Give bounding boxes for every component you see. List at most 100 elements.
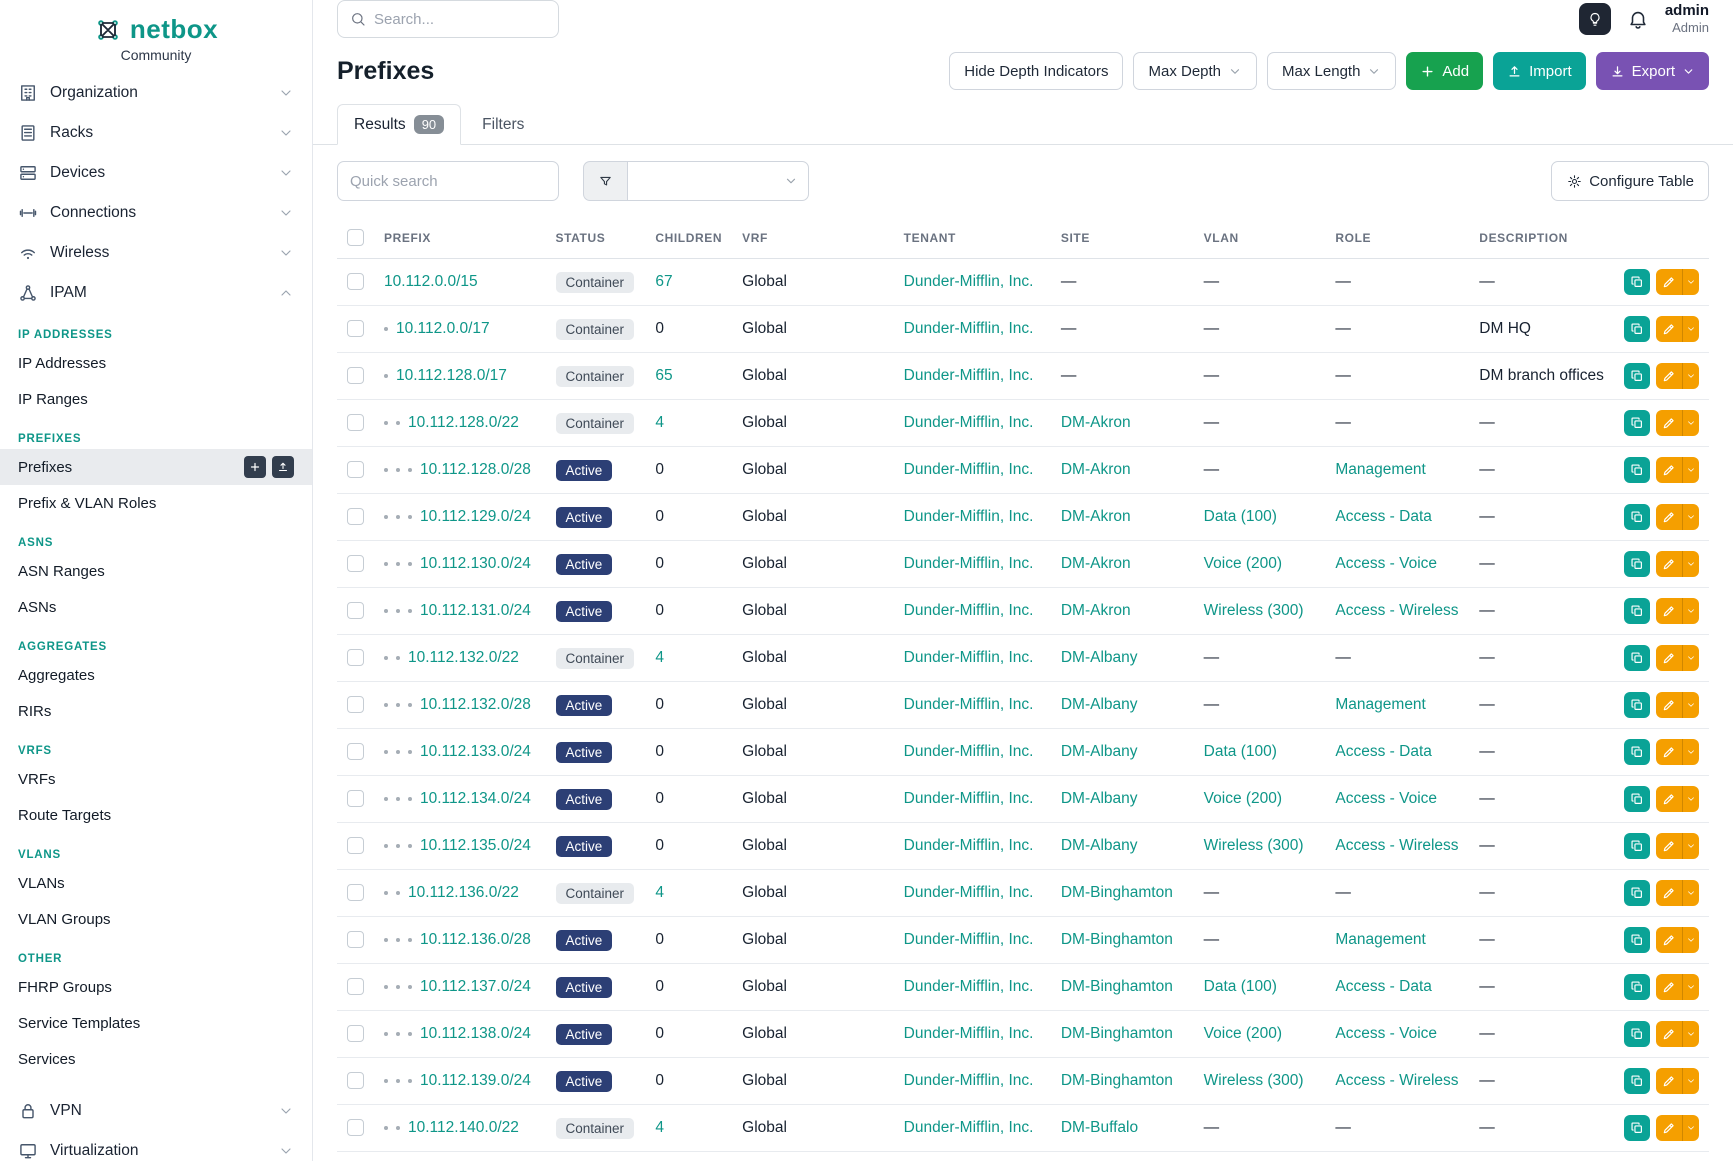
- row-checkbox[interactable]: [347, 790, 364, 808]
- edit-button[interactable]: [1656, 410, 1682, 436]
- vlan-link[interactable]: Wireless (300): [1203, 1072, 1304, 1089]
- sidebar-item-ip-ranges[interactable]: IP Ranges: [18, 390, 88, 408]
- site-link[interactable]: DM-Albany: [1060, 649, 1138, 666]
- edit-dropdown-button[interactable]: [1682, 1021, 1699, 1047]
- clone-button[interactable]: [1624, 880, 1650, 906]
- tenant-link[interactable]: Dunder-Mifflin, Inc.: [903, 649, 1034, 666]
- site-link[interactable]: DM-Akron: [1060, 461, 1131, 478]
- sidebar-item-aggregates[interactable]: Aggregates: [18, 666, 95, 684]
- tenant-link[interactable]: Dunder-Mifflin, Inc.: [903, 884, 1034, 901]
- tenant-link[interactable]: Dunder-Mifflin, Inc.: [903, 414, 1034, 431]
- edit-button[interactable]: [1656, 457, 1682, 483]
- row-checkbox[interactable]: [347, 602, 364, 620]
- children-count-link[interactable]: 4: [655, 1119, 664, 1136]
- prefix-link[interactable]: 10.112.137.0/24: [420, 978, 531, 995]
- clone-button[interactable]: [1624, 833, 1650, 859]
- sidebar-item-devices[interactable]: Devices: [0, 153, 312, 193]
- edit-button[interactable]: [1656, 645, 1682, 671]
- role-link[interactable]: Access - Wireless: [1335, 602, 1459, 619]
- tenant-link[interactable]: Dunder-Mifflin, Inc.: [903, 461, 1034, 478]
- sidebar-item-organization[interactable]: Organization: [0, 73, 312, 113]
- tenant-link[interactable]: Dunder-Mifflin, Inc.: [903, 837, 1034, 854]
- edit-dropdown-button[interactable]: [1682, 645, 1699, 671]
- row-checkbox[interactable]: [347, 696, 364, 714]
- sidebar-item-vrfs[interactable]: VRFs: [18, 770, 56, 788]
- vlan-link[interactable]: Wireless (300): [1203, 602, 1304, 619]
- edit-button[interactable]: [1656, 739, 1682, 765]
- column-header-vrf[interactable]: VRF: [732, 217, 894, 259]
- row-checkbox[interactable]: [347, 320, 364, 338]
- row-checkbox[interactable]: [347, 461, 364, 479]
- sidebar-item-asns[interactable]: ASNs: [18, 598, 57, 616]
- row-checkbox[interactable]: [347, 273, 364, 291]
- role-link[interactable]: Access - Data: [1335, 978, 1432, 995]
- role-link[interactable]: Access - Voice: [1335, 1025, 1438, 1042]
- hide-depth-indicators-button[interactable]: Hide Depth Indicators: [949, 52, 1124, 90]
- tenant-link[interactable]: Dunder-Mifflin, Inc.: [903, 696, 1034, 713]
- row-checkbox[interactable]: [347, 649, 364, 667]
- site-link[interactable]: DM-Akron: [1060, 555, 1131, 572]
- global-search[interactable]: [337, 0, 559, 38]
- sidebar-item-racks[interactable]: Racks: [0, 113, 312, 153]
- sidebar-item-virtualization[interactable]: Virtualization: [0, 1131, 312, 1161]
- clone-button[interactable]: [1624, 786, 1650, 812]
- tenant-link[interactable]: Dunder-Mifflin, Inc.: [903, 790, 1034, 807]
- max-depth-dropdown[interactable]: Max Depth: [1133, 52, 1258, 90]
- edit-button[interactable]: [1656, 363, 1682, 389]
- sidebar-item-ip-addresses[interactable]: IP Addresses: [18, 354, 107, 372]
- role-link[interactable]: Access - Voice: [1335, 555, 1438, 572]
- column-header-status[interactable]: STATUS: [545, 217, 646, 259]
- sidebar-item-asn-ranges[interactable]: ASN Ranges: [18, 562, 105, 580]
- prefix-link[interactable]: 10.112.0.0/17: [396, 320, 490, 337]
- sidebar-item-vpn[interactable]: VPN: [0, 1091, 312, 1131]
- edit-button[interactable]: [1656, 692, 1682, 718]
- quick-add-button[interactable]: [244, 456, 266, 478]
- role-link[interactable]: Management: [1335, 931, 1426, 948]
- bell-icon[interactable]: [1627, 8, 1649, 30]
- children-count-link[interactable]: 65: [655, 367, 673, 384]
- prefix-link[interactable]: 10.112.131.0/24: [420, 602, 531, 619]
- row-checkbox[interactable]: [347, 367, 364, 385]
- row-checkbox[interactable]: [347, 1119, 364, 1137]
- clone-button[interactable]: [1624, 692, 1650, 718]
- prefix-link[interactable]: 10.112.136.0/22: [408, 884, 519, 901]
- prefix-link[interactable]: 10.112.0.0/15: [384, 273, 478, 290]
- prefix-link[interactable]: 10.112.134.0/24: [420, 790, 531, 807]
- quick-search-input[interactable]: [337, 161, 559, 201]
- role-link[interactable]: Access - Data: [1335, 508, 1432, 525]
- row-checkbox[interactable]: [347, 743, 364, 761]
- site-link[interactable]: DM-Binghamton: [1060, 978, 1173, 995]
- role-link[interactable]: Access - Wireless: [1335, 1072, 1459, 1089]
- edit-button[interactable]: [1656, 504, 1682, 530]
- row-checkbox[interactable]: [347, 978, 364, 996]
- clone-button[interactable]: [1624, 363, 1650, 389]
- tenant-link[interactable]: Dunder-Mifflin, Inc.: [903, 367, 1034, 384]
- site-link[interactable]: DM-Akron: [1060, 508, 1131, 525]
- sidebar-item-wireless[interactable]: Wireless: [0, 233, 312, 273]
- clone-button[interactable]: [1624, 457, 1650, 483]
- edit-dropdown-button[interactable]: [1682, 551, 1699, 577]
- role-link[interactable]: Management: [1335, 696, 1426, 713]
- sidebar-item-fhrp-groups[interactable]: FHRP Groups: [18, 978, 112, 996]
- edit-dropdown-button[interactable]: [1682, 1068, 1699, 1094]
- sidebar-item-ipam[interactable]: IPAM: [0, 273, 312, 313]
- max-length-dropdown[interactable]: Max Length: [1267, 52, 1397, 90]
- tenant-link[interactable]: Dunder-Mifflin, Inc.: [903, 1025, 1034, 1042]
- role-link[interactable]: Access - Voice: [1335, 790, 1438, 807]
- prefix-link[interactable]: 10.112.128.0/17: [396, 367, 507, 384]
- prefix-link[interactable]: 10.112.135.0/24: [420, 837, 531, 854]
- tenant-link[interactable]: Dunder-Mifflin, Inc.: [903, 555, 1034, 572]
- prefix-link[interactable]: 10.112.128.0/28: [420, 461, 531, 478]
- prefix-link[interactable]: 10.112.139.0/24: [420, 1072, 531, 1089]
- prefix-link[interactable]: 10.112.136.0/28: [420, 931, 531, 948]
- edit-button[interactable]: [1656, 1068, 1682, 1094]
- row-checkbox[interactable]: [347, 508, 364, 526]
- clone-button[interactable]: [1624, 598, 1650, 624]
- edit-button[interactable]: [1656, 974, 1682, 1000]
- sidebar-item-prefix-vlan-roles[interactable]: Prefix & VLAN Roles: [18, 494, 157, 512]
- import-button[interactable]: Import: [1493, 52, 1586, 90]
- tenant-link[interactable]: Dunder-Mifflin, Inc.: [903, 743, 1034, 760]
- site-link[interactable]: DM-Akron: [1060, 602, 1131, 619]
- clone-button[interactable]: [1624, 551, 1650, 577]
- site-link[interactable]: DM-Albany: [1060, 696, 1138, 713]
